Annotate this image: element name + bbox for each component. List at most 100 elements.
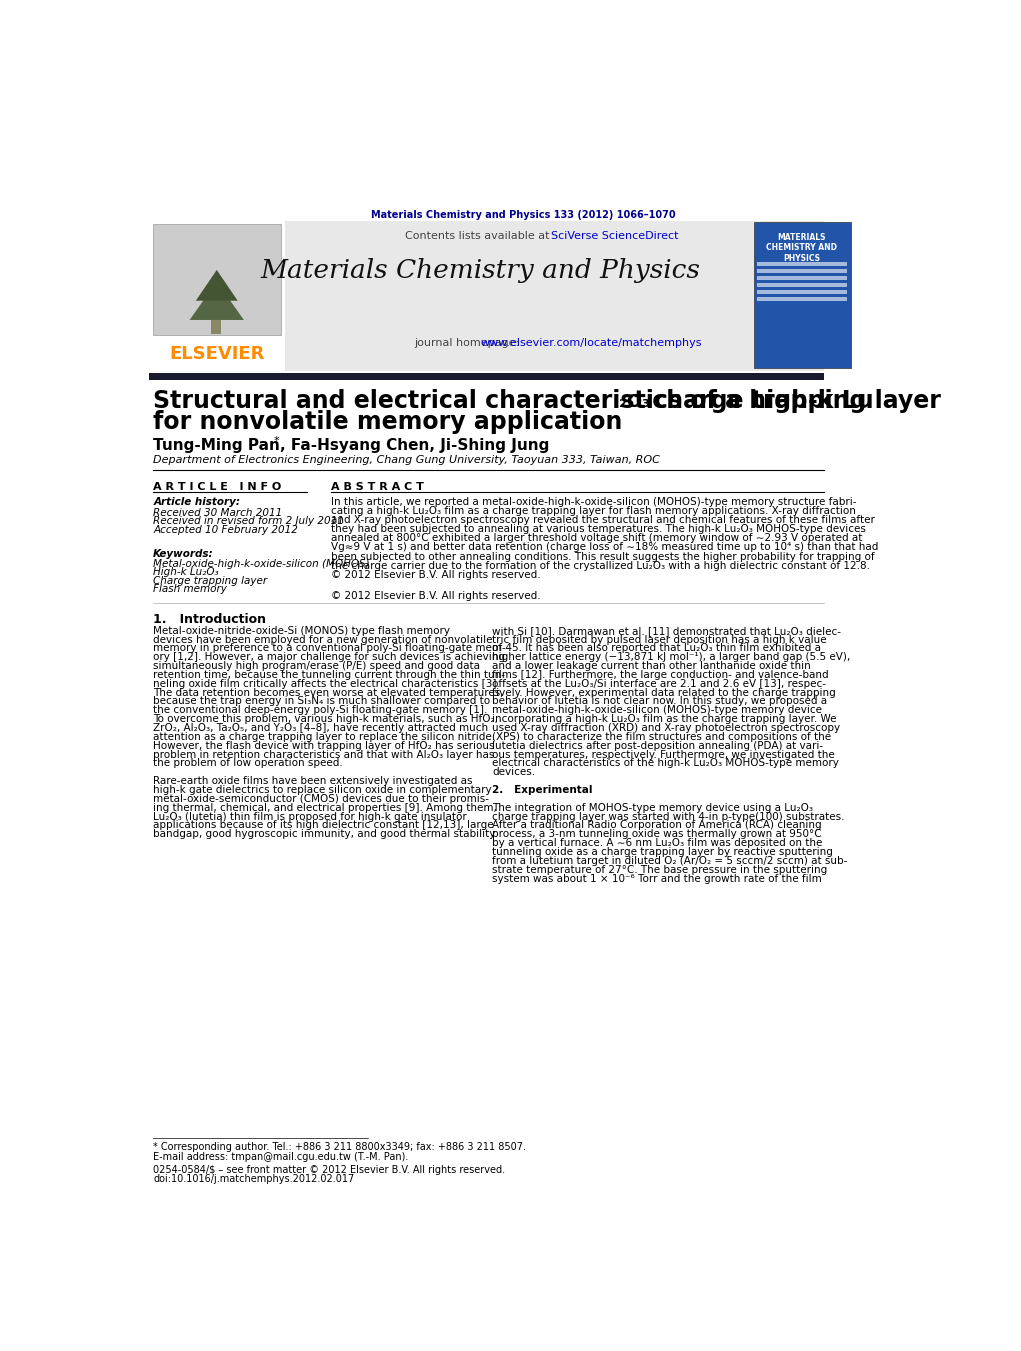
Text: Metal-oxide-nitride-oxide-Si (MONOS) type flash memory: Metal-oxide-nitride-oxide-Si (MONOS) typ…	[153, 626, 450, 636]
Text: doi:10.1016/j.matchemphys.2012.02.017: doi:10.1016/j.matchemphys.2012.02.017	[153, 1174, 354, 1183]
Text: tric film deposited by pulsed laser deposition has a high k value: tric film deposited by pulsed laser depo…	[492, 635, 827, 644]
Text: After a traditional Radio Corporation of America (RCA) cleaning: After a traditional Radio Corporation of…	[492, 820, 822, 831]
Bar	[757, 282, 846, 286]
Text: Department of Electronics Engineering, Chang Gung University, Taoyuan 333, Taiwa: Department of Electronics Engineering, C…	[153, 455, 660, 466]
Text: Tung-Ming Pan: Tung-Ming Pan	[153, 438, 280, 453]
Text: because the trap energy in Si₃N₄ is much shallower compared to: because the trap energy in Si₃N₄ is much…	[153, 697, 490, 707]
Bar	[753, 222, 850, 369]
Polygon shape	[190, 281, 244, 320]
Text: the problem of low operation speed.: the problem of low operation speed.	[153, 758, 343, 769]
Text: cating a high-k Lu₂O₃ film as a charge trapping layer for flash memory applicati: cating a high-k Lu₂O₃ film as a charge t…	[331, 507, 856, 516]
Text: and X-ray photoelectron spectroscopy revealed the structural and chemical featur: and X-ray photoelectron spectroscopy rev…	[331, 515, 875, 526]
Text: strate temperature of 27°C. The base pressure in the sputtering: strate temperature of 27°C. The base pre…	[492, 865, 827, 874]
Text: Materials Chemistry and Physics: Materials Chemistry and Physics	[260, 258, 700, 284]
Text: the charge carrier due to the formation of the crystallized Lu₂O₃ with a high di: the charge carrier due to the formation …	[331, 561, 870, 570]
Text: Received 30 March 2011: Received 30 March 2011	[153, 508, 283, 517]
Text: Lu₂O₃ (lutetia) thin film is proposed for high-k gate insulator: Lu₂O₃ (lutetia) thin film is proposed fo…	[153, 812, 467, 821]
Text: , Fa-Hsyang Chen, Ji-Shing Jung: , Fa-Hsyang Chen, Ji-Shing Jung	[280, 438, 549, 453]
Text: applications because of its high dielectric constant [12,13], large: applications because of its high dielect…	[153, 820, 494, 831]
Text: annealed at 800°C exhibited a larger threshold voltage shift (memory window of ∼: annealed at 800°C exhibited a larger thr…	[331, 534, 862, 543]
Text: of 45. It has been also reported that Lu₂O₃ thin film exhibited a: of 45. It has been also reported that Lu…	[492, 643, 821, 654]
Text: retention time, because the tunneling current through the thin tun-: retention time, because the tunneling cu…	[153, 670, 505, 680]
Text: for nonvolatile memory application: for nonvolatile memory application	[153, 411, 623, 434]
Text: films [12]. Furthermore, the large conduction- and valence-band: films [12]. Furthermore, the large condu…	[492, 670, 828, 680]
Text: process, a 3-nm tunneling oxide was thermally grown at 950°C: process, a 3-nm tunneling oxide was ther…	[492, 830, 822, 839]
Text: High-k Lu₂O₃: High-k Lu₂O₃	[153, 567, 218, 577]
Text: by a vertical furnace. A ∼6 nm Lu₂O₃ film was deposited on the: by a vertical furnace. A ∼6 nm Lu₂O₃ fil…	[492, 838, 822, 848]
Text: To overcome this problem, various high-k materials, such as HfO₂,: To overcome this problem, various high-k…	[153, 715, 498, 724]
Text: E-mail address: tmpan@mail.cgu.edu.tw (T.-M. Pan).: E-mail address: tmpan@mail.cgu.edu.tw (T…	[153, 1151, 408, 1162]
Bar	[757, 262, 846, 266]
Text: devices.: devices.	[492, 767, 535, 777]
Text: 0254-0584/$ – see front matter © 2012 Elsevier B.V. All rights reserved.: 0254-0584/$ – see front matter © 2012 El…	[153, 1166, 505, 1175]
Text: Accepted 10 February 2012: Accepted 10 February 2012	[153, 524, 298, 535]
Polygon shape	[196, 270, 238, 301]
Text: Flash memory: Flash memory	[153, 584, 227, 594]
Bar	[149, 220, 824, 370]
Bar	[211, 320, 221, 334]
Text: Keywords:: Keywords:	[153, 549, 213, 559]
Text: tively. However, experimental data related to the charge trapping: tively. However, experimental data relat…	[492, 688, 835, 697]
Text: tunneling oxide as a charge trapping layer by reactive sputtering: tunneling oxide as a charge trapping lay…	[492, 847, 833, 857]
Bar	[149, 220, 285, 370]
Text: ing thermal, chemical, and electrical properties [9]. Among them,: ing thermal, chemical, and electrical pr…	[153, 802, 497, 813]
Text: journal homepage:: journal homepage:	[415, 338, 527, 347]
Text: incorporating a high-k Lu₂O₃ film as the charge trapping layer. We: incorporating a high-k Lu₂O₃ film as the…	[492, 715, 836, 724]
Text: Received in revised form 2 July 2011: Received in revised form 2 July 2011	[153, 516, 344, 527]
Bar	[757, 297, 846, 301]
Text: Structural and electrical characteristics of a high-k Lu: Structural and electrical characteristic…	[153, 389, 874, 413]
Text: However, the flash device with trapping layer of HfO₂ has serious: However, the flash device with trapping …	[153, 740, 495, 751]
Bar	[153, 224, 281, 335]
Text: © 2012 Elsevier B.V. All rights reserved.: © 2012 Elsevier B.V. All rights reserved…	[331, 570, 540, 580]
Text: system was about 1 × 10⁻⁶ Torr and the growth rate of the film: system was about 1 × 10⁻⁶ Torr and the g…	[492, 874, 822, 884]
Text: ory [1,2]. However, a major challenge for such devices is achieving: ory [1,2]. However, a major challenge fo…	[153, 653, 505, 662]
Text: lutetia dielectrics after post-deposition annealing (PDA) at vari-: lutetia dielectrics after post-depositio…	[492, 740, 823, 751]
Text: attention as a charge trapping layer to replace the silicon nitride.: attention as a charge trapping layer to …	[153, 732, 495, 742]
Text: © 2012 Elsevier B.V. All rights reserved.: © 2012 Elsevier B.V. All rights reserved…	[331, 590, 540, 601]
Text: charge trapping layer was started with 4-in p-type(100) substrates.: charge trapping layer was started with 4…	[492, 812, 844, 821]
Text: charge trapping layer: charge trapping layer	[644, 389, 940, 413]
Text: electrical characteristics of the high-k Lu₂O₃ MOHOS-type memory: electrical characteristics of the high-k…	[492, 758, 838, 769]
Bar	[757, 269, 846, 273]
Text: www.elsevier.com/locate/matchemphys: www.elsevier.com/locate/matchemphys	[480, 338, 701, 347]
Text: offsets at the Lu₂O₃/Si interface are 2.1 and 2.6 eV [13], respec-: offsets at the Lu₂O₃/Si interface are 2.…	[492, 678, 826, 689]
Text: A R T I C L E   I N F O: A R T I C L E I N F O	[153, 482, 282, 493]
Bar	[757, 276, 846, 280]
Text: behavior of lutetia is not clear now. In this study, we proposed a: behavior of lutetia is not clear now. In…	[492, 697, 827, 707]
Text: ZrO₂, Al₂O₃, Ta₂O₅, and Y₂O₃ [4–8], have recently attracted much: ZrO₂, Al₂O₃, Ta₂O₅, and Y₂O₃ [4–8], have…	[153, 723, 488, 734]
Text: The data retention becomes even worse at elevated temperatures,: The data retention becomes even worse at…	[153, 688, 503, 697]
Text: been subjected to other annealing conditions. This result suggests the higher pr: been subjected to other annealing condit…	[331, 551, 874, 562]
Text: metal-oxide-high-k-oxide-silicon (MOHOS)-type memory device: metal-oxide-high-k-oxide-silicon (MOHOS)…	[492, 705, 822, 716]
Text: Charge trapping layer: Charge trapping layer	[153, 576, 268, 585]
Text: higher lattice energy (−13,871 kJ mol⁻¹), a larger band gap (5.5 eV),: higher lattice energy (−13,871 kJ mol⁻¹)…	[492, 653, 850, 662]
Text: *: *	[274, 436, 279, 446]
Text: and a lower leakage current than other lanthanide oxide thin: and a lower leakage current than other l…	[492, 661, 811, 671]
Text: In this article, we reported a metal-oxide-high-k-oxide-silicon (MOHOS)-type mem: In this article, we reported a metal-oxi…	[331, 497, 857, 507]
Text: Materials Chemistry and Physics 133 (2012) 1066–1070: Materials Chemistry and Physics 133 (201…	[372, 209, 676, 220]
Text: A B S T R A C T: A B S T R A C T	[331, 482, 424, 493]
Text: problem in retention characteristics and that with Al₂O₃ layer has: problem in retention characteristics and…	[153, 750, 494, 759]
Text: ₂O₃: ₂O₃	[619, 393, 649, 411]
Text: Article history:: Article history:	[153, 497, 240, 507]
Text: 1.   Introduction: 1. Introduction	[153, 612, 266, 626]
Text: ous temperatures, respectively. Furthermore, we investigated the: ous temperatures, respectively. Furtherm…	[492, 750, 834, 759]
Text: they had been subjected to annealing at various temperatures. The high-k Lu₂O₃ M: they had been subjected to annealing at …	[331, 524, 866, 535]
Text: Contents lists available at: Contents lists available at	[404, 231, 556, 242]
Text: * Corresponding author. Tel.: +886 3 211 8800x3349; fax: +886 3 211 8507.: * Corresponding author. Tel.: +886 3 211…	[153, 1143, 526, 1152]
Text: Rare-earth oxide films have been extensively investigated as: Rare-earth oxide films have been extensi…	[153, 777, 473, 786]
Text: MATERIALS
CHEMISTRY AND
PHYSICS: MATERIALS CHEMISTRY AND PHYSICS	[767, 232, 837, 262]
Text: metal-oxide-semiconductor (CMOS) devices due to their promis-: metal-oxide-semiconductor (CMOS) devices…	[153, 794, 489, 804]
Text: devices have been employed for a new generation of nonvolatile: devices have been employed for a new gen…	[153, 635, 493, 644]
Text: from a lutetium target in diluted O₂ (Ar/O₂ = 5 sccm/2 sccm) at sub-: from a lutetium target in diluted O₂ (Ar…	[492, 857, 847, 866]
Bar	[757, 290, 846, 293]
Text: high-k gate dielectrics to replace silicon oxide in complementary: high-k gate dielectrics to replace silic…	[153, 785, 492, 794]
Bar	[149, 373, 824, 380]
Text: the conventional deep-energy poly-Si floating-gate memory [1].: the conventional deep-energy poly-Si flo…	[153, 705, 488, 716]
Text: used X-ray diffraction (XRD) and X-ray photoelectron spectroscopy: used X-ray diffraction (XRD) and X-ray p…	[492, 723, 840, 734]
Text: 2.   Experimental: 2. Experimental	[492, 785, 592, 794]
Text: (XPS) to characterize the film structures and compositions of the: (XPS) to characterize the film structure…	[492, 732, 831, 742]
Text: ELSEVIER: ELSEVIER	[169, 346, 264, 363]
Text: The integration of MOHOS-type memory device using a Lu₂O₃: The integration of MOHOS-type memory dev…	[492, 802, 813, 813]
Text: bandgap, good hygroscopic immunity, and good thermal stability: bandgap, good hygroscopic immunity, and …	[153, 830, 495, 839]
Text: with Si [10]. Darmawan et al. [11] demonstrated that Lu₂O₃ dielec-: with Si [10]. Darmawan et al. [11] demon…	[492, 626, 841, 636]
